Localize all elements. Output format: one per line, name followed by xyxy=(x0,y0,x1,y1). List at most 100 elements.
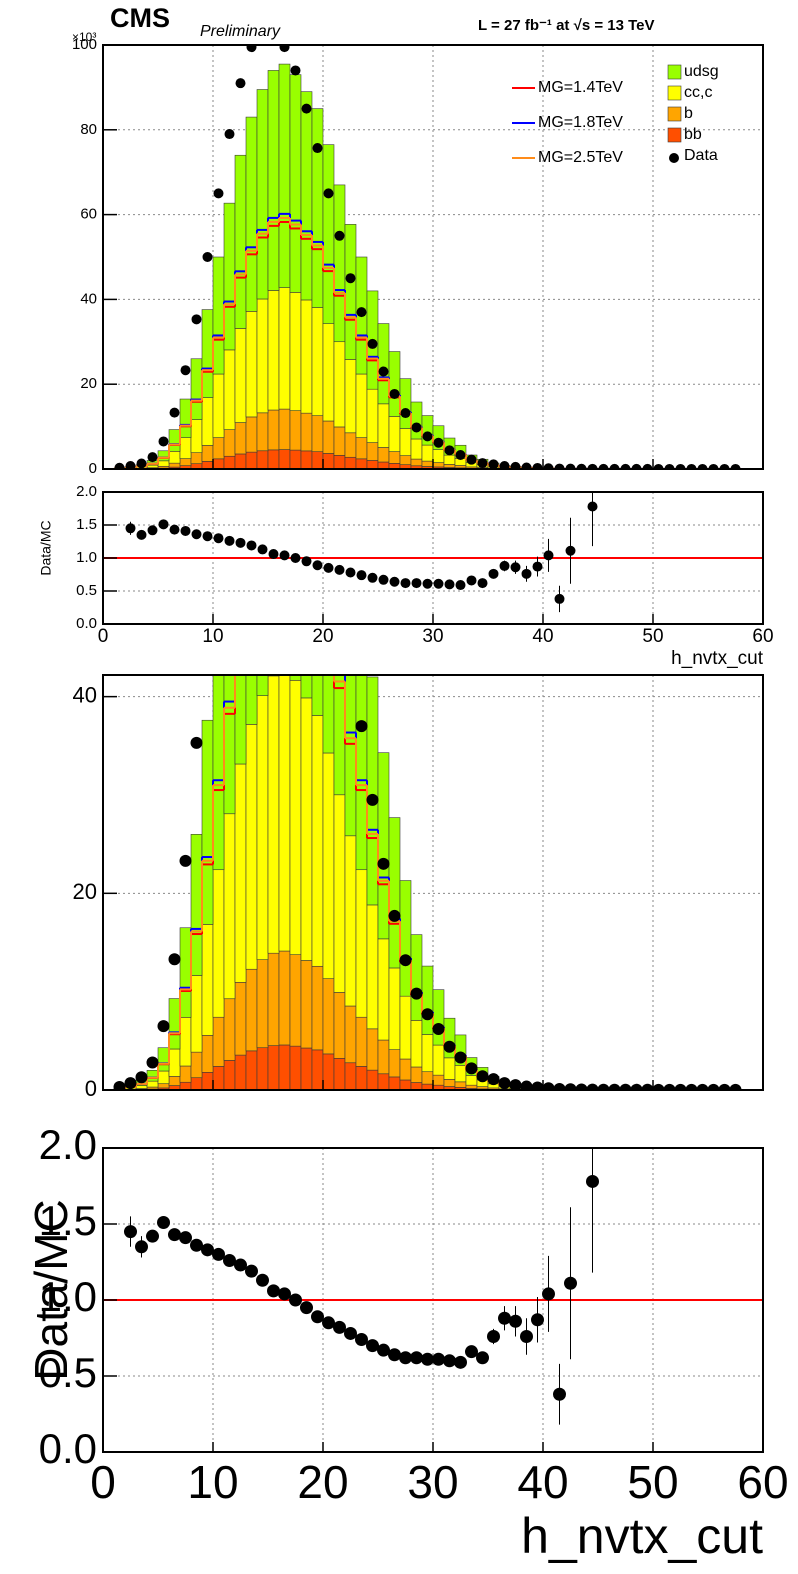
data-point xyxy=(213,188,224,199)
stack-bar xyxy=(179,437,192,459)
y-tick-label: 0.0 xyxy=(76,615,97,632)
stack-bar xyxy=(245,311,258,418)
data-point xyxy=(421,1008,434,1021)
ratio-point xyxy=(411,578,422,589)
stack-bar xyxy=(432,989,445,1046)
stack-bar xyxy=(135,1085,148,1089)
data-point xyxy=(224,129,235,140)
stack-bar xyxy=(311,965,324,1051)
ratio-point xyxy=(510,562,521,573)
y-tick-label: 1.0 xyxy=(39,1273,97,1320)
data-point xyxy=(400,408,411,419)
stack-bar xyxy=(278,675,291,952)
stack-bar xyxy=(267,952,280,1046)
stack-bar xyxy=(157,1083,170,1089)
ratio-point xyxy=(586,1174,599,1188)
data-point xyxy=(630,1083,643,1090)
data-point xyxy=(708,463,719,469)
stack-bar xyxy=(256,675,269,696)
y-tick-label: 100 xyxy=(72,36,97,53)
data-point xyxy=(718,1083,731,1090)
stack-bar xyxy=(300,91,313,301)
data-point xyxy=(135,1071,148,1084)
y-tick-label: 40 xyxy=(73,682,97,707)
stack-bar xyxy=(410,1020,423,1068)
ratio-point xyxy=(444,579,455,590)
chart-title: CMS xyxy=(110,3,170,33)
ratio-point xyxy=(410,1351,423,1365)
stack-bar xyxy=(410,438,423,460)
ratio-point xyxy=(499,560,510,571)
stack-bar xyxy=(355,437,368,460)
x-tick-label: 40 xyxy=(517,1456,568,1508)
data-point xyxy=(696,1083,709,1090)
stack-bar xyxy=(223,202,236,351)
ratio-point xyxy=(477,578,488,589)
stack-bar xyxy=(146,1080,159,1088)
data-point xyxy=(608,1083,621,1090)
x-tick-label: 0 xyxy=(90,1456,116,1508)
ratio-point xyxy=(235,537,246,548)
stack-bar xyxy=(377,461,390,469)
stack-bar xyxy=(234,763,247,983)
data-point xyxy=(543,463,554,469)
data-point xyxy=(246,106,258,118)
stack-bar xyxy=(223,998,236,1061)
stack-bar xyxy=(201,1035,214,1073)
stack-bar xyxy=(300,697,313,961)
y-tick-label: 0.0 xyxy=(39,1425,97,1472)
stack-bar xyxy=(201,445,214,462)
data-point xyxy=(202,252,213,262)
y-tick-label: 1.5 xyxy=(39,1197,97,1244)
legend-label: MG=1.8TeV xyxy=(538,114,623,131)
stack-bar xyxy=(366,442,379,461)
stack-bar xyxy=(322,144,335,324)
x-axis-title: h_nvtx_cut xyxy=(671,648,764,669)
x-tick-label: 10 xyxy=(187,1456,238,1508)
stack-bar xyxy=(234,422,247,455)
stack-bar xyxy=(432,1044,445,1076)
y-tick-label: 20 xyxy=(73,879,97,904)
data-point xyxy=(157,1020,170,1033)
data-point xyxy=(180,365,191,376)
stack-bar xyxy=(344,1005,357,1064)
ratio-point xyxy=(564,1276,577,1290)
data-point xyxy=(642,463,653,469)
stack-bar xyxy=(311,451,324,469)
ratio-point xyxy=(179,1231,192,1245)
data-point xyxy=(455,450,466,461)
stack-bar xyxy=(311,415,324,453)
data-point xyxy=(356,307,367,318)
ratio-point xyxy=(554,593,565,604)
x-tick-label: 20 xyxy=(312,626,333,647)
ratio-point xyxy=(542,1287,555,1301)
stack-bar xyxy=(212,1066,225,1090)
data-point xyxy=(664,463,675,469)
stack-bar xyxy=(388,451,401,464)
ratio-point xyxy=(312,560,323,571)
stack-bar xyxy=(201,397,214,446)
stack-bar xyxy=(201,924,214,1036)
stack-bar xyxy=(234,675,247,765)
stack-bar xyxy=(289,410,302,451)
stack-bar xyxy=(388,351,401,417)
data-point xyxy=(190,736,203,749)
ratio-point xyxy=(334,564,345,575)
stack-bar xyxy=(256,412,269,452)
ratio-point xyxy=(300,1301,313,1315)
data-point xyxy=(576,463,587,469)
ratio-point xyxy=(532,561,543,572)
data-point xyxy=(652,1083,665,1090)
stack-bar xyxy=(179,1017,192,1067)
data-point xyxy=(454,1051,467,1064)
data-point xyxy=(509,1079,522,1090)
ratio-point xyxy=(246,540,257,551)
data-point xyxy=(663,1083,676,1090)
ratio-point xyxy=(157,1215,170,1229)
x-tick-label: 20 xyxy=(297,1456,348,1508)
ratio-point xyxy=(190,1238,203,1252)
data-point xyxy=(499,461,510,469)
stack-bar xyxy=(234,453,247,469)
stack-bar xyxy=(179,458,192,466)
